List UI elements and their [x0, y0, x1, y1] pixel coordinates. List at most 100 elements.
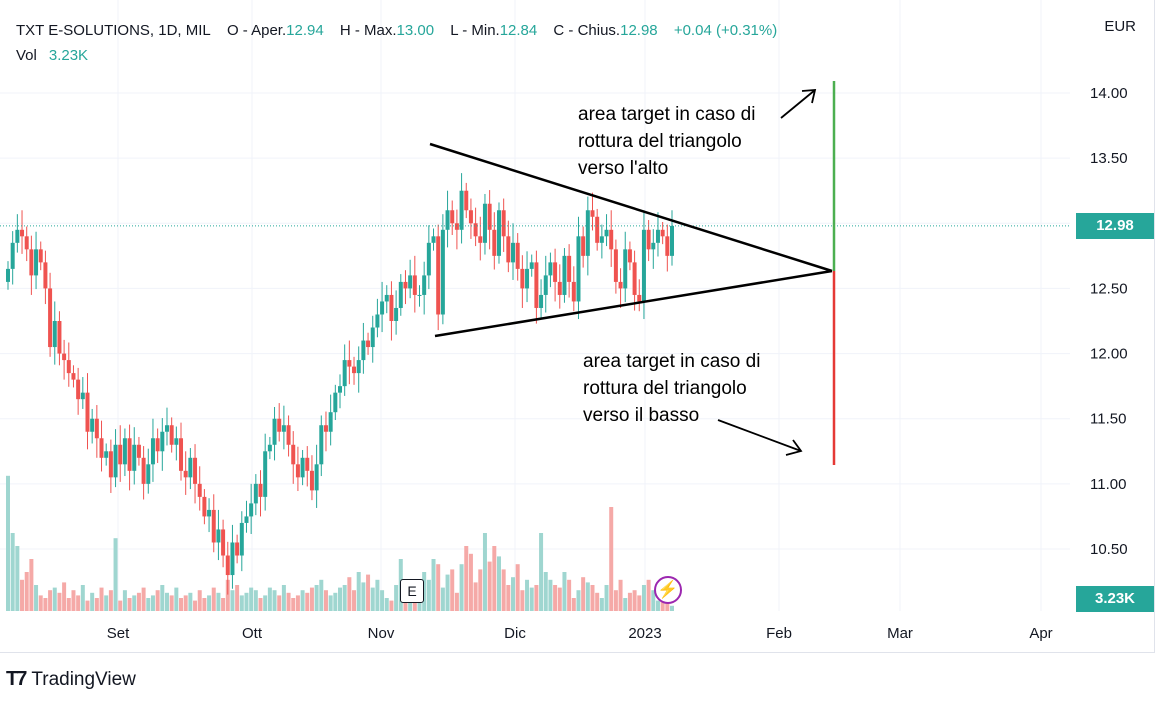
candle-body — [567, 255, 572, 282]
candle-body — [286, 425, 291, 445]
volume-bar — [179, 598, 184, 611]
volume-bar — [534, 585, 539, 611]
volume-bar — [57, 592, 62, 611]
candle-body — [338, 386, 342, 393]
lightning-icon[interactable]: ⚡ — [654, 576, 682, 604]
volume-bar — [450, 569, 455, 611]
candle-body — [380, 301, 385, 315]
annotation-up: area target in caso di rottura del trian… — [578, 101, 755, 182]
volume-bar — [132, 595, 137, 611]
volume-bar — [43, 598, 48, 611]
candle-body — [375, 314, 380, 328]
candle-body — [80, 392, 85, 400]
volume-bar — [543, 572, 548, 611]
candle-body — [29, 249, 34, 276]
candle-body — [352, 366, 357, 374]
volume-tag: 3.23K — [1076, 586, 1154, 612]
volume-bar — [281, 585, 286, 611]
candle-body — [104, 451, 109, 458]
vol-label: Vol — [16, 47, 37, 64]
currency-label[interactable]: EUR — [1104, 18, 1136, 35]
candle-body — [525, 268, 530, 289]
candle-body — [595, 216, 600, 243]
volume-bar — [604, 585, 609, 611]
candle-body — [127, 438, 132, 471]
volume-bar — [482, 533, 487, 611]
volume-bar — [216, 592, 221, 611]
chart-frame — [0, 0, 1155, 653]
volume-bar — [384, 598, 389, 611]
volume-bar — [613, 590, 618, 611]
candle-body — [431, 236, 436, 243]
annotation-up-line-3: verso l'alto — [578, 158, 669, 179]
volume-bar — [193, 600, 198, 611]
candle-body — [511, 242, 516, 263]
volume-bar — [34, 585, 39, 611]
volume-bar — [599, 598, 604, 611]
volume-legend: Vol 3.23K — [16, 47, 88, 64]
volume-bar — [637, 595, 642, 611]
candle-body — [660, 229, 665, 237]
candle-body — [585, 210, 590, 256]
volume-bar — [431, 559, 436, 611]
volume-bar — [6, 475, 10, 611]
tradingview-logo[interactable]: T7 TradingView — [6, 668, 136, 691]
candle-body — [581, 236, 586, 256]
volume-bar — [225, 579, 230, 611]
candle-body — [169, 425, 174, 445]
volume-bar — [155, 590, 160, 611]
volume-bar — [655, 600, 660, 611]
volume-bar — [113, 538, 118, 611]
candle-body — [408, 275, 413, 289]
volume-bar — [141, 587, 146, 611]
candle-body — [118, 444, 123, 465]
volume-bar — [118, 600, 123, 611]
volume-bar — [300, 590, 305, 611]
y-tick-label: 14.00 — [1090, 85, 1128, 102]
candle-body — [609, 229, 614, 250]
candle-body — [520, 268, 525, 289]
triangle-upper-line — [429, 142, 833, 273]
candle-body — [328, 412, 333, 432]
candle-body — [258, 483, 263, 497]
volume-bar — [235, 585, 240, 611]
volume-bar — [277, 595, 282, 611]
volume-bar — [641, 585, 646, 611]
earnings-event-marker[interactable]: E — [400, 579, 424, 603]
candle-body — [487, 203, 492, 230]
candle-body — [295, 464, 300, 478]
candle-body — [48, 288, 53, 348]
volume-bar — [548, 579, 553, 611]
x-tick-label: Nov — [368, 625, 395, 642]
y-tick-label: 10.50 — [1090, 541, 1128, 558]
candle-body — [370, 327, 375, 348]
volume-bar — [473, 582, 478, 611]
volume-bar — [576, 590, 581, 611]
candle-body — [66, 360, 71, 374]
symbol-title: TXT E-SOLUTIONS, 1D, MIL — [16, 22, 211, 39]
annotation-down: area target in caso di rottura del trian… — [583, 348, 760, 429]
volume-bar — [539, 533, 544, 611]
volume-bar — [66, 598, 71, 611]
volume-bars — [6, 475, 674, 611]
volume-bar — [207, 595, 212, 611]
volume-bar — [136, 592, 141, 611]
candle-body — [164, 425, 169, 432]
candle-body — [403, 281, 408, 289]
candle-body — [342, 360, 347, 387]
candle-body — [670, 225, 674, 256]
volume-bar — [99, 587, 104, 611]
volume-bar — [253, 590, 258, 611]
candle-body — [197, 483, 202, 497]
tradingview-logo-icon: T7 — [6, 668, 27, 690]
volume-bar — [646, 579, 651, 611]
candle-body — [85, 392, 90, 432]
volume-bar — [529, 587, 534, 611]
x-tick-label: Ott — [242, 625, 263, 642]
candle-body — [464, 190, 469, 211]
volume-bar — [366, 574, 371, 611]
volume-bar — [525, 579, 530, 611]
candle-body — [277, 418, 282, 432]
